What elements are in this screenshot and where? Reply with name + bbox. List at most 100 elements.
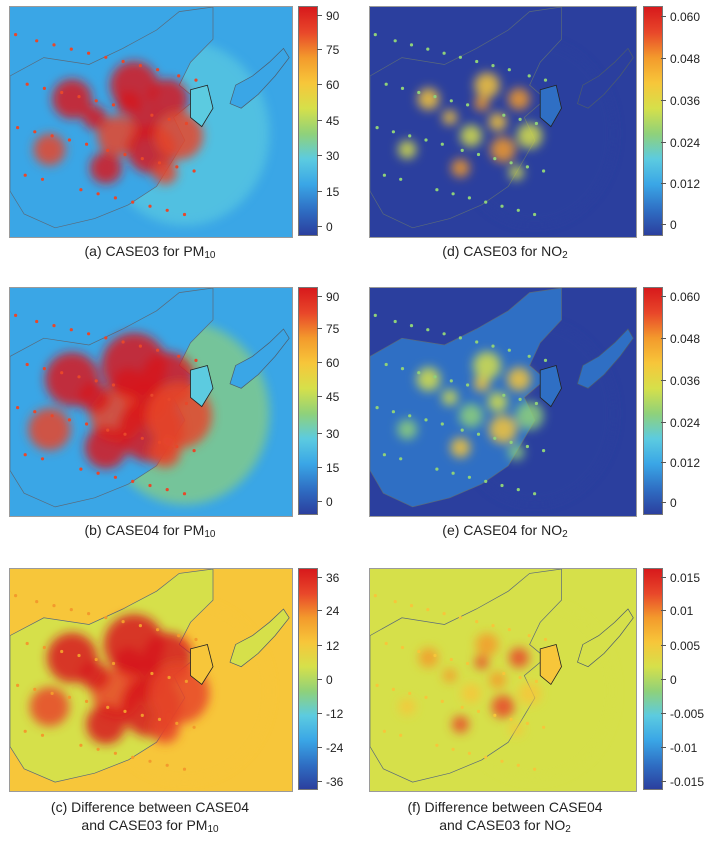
city-dot — [533, 492, 537, 496]
city-dot — [52, 324, 56, 328]
city-dot — [25, 641, 29, 646]
hotspot — [474, 655, 489, 670]
caption-subscript: 10 — [204, 529, 216, 540]
colorbar-tick: 90 — [316, 290, 340, 304]
hotspot — [516, 123, 543, 149]
city-dot — [393, 600, 397, 604]
city-dot — [50, 134, 54, 138]
city-dot — [525, 444, 529, 449]
city-dot — [393, 319, 397, 324]
korea-peninsula — [539, 84, 562, 128]
colorbar-tick: 75 — [316, 43, 340, 57]
city-dot — [35, 600, 39, 604]
colorbar-tick: 0.012 — [660, 456, 701, 470]
city-dot — [534, 121, 538, 126]
colorbar-tick: 45 — [316, 114, 340, 128]
city-dot — [393, 39, 397, 43]
city-dot — [424, 695, 428, 699]
city-dot — [106, 705, 110, 709]
hotspot — [155, 111, 204, 160]
city-dot — [466, 661, 470, 666]
city-dot — [192, 449, 196, 453]
hotspot — [45, 352, 100, 407]
city-dot — [157, 717, 162, 721]
city-dot — [165, 488, 169, 492]
caption-b: (b) CASE04 for PM10 — [40, 521, 260, 544]
hotspot-group — [29, 614, 210, 745]
city-dot — [409, 43, 414, 47]
city-dot — [491, 64, 495, 68]
colorbar-tick: 12 — [316, 639, 340, 653]
hotspot — [418, 647, 439, 668]
caption-subscript: 10 — [207, 824, 219, 835]
colorbar-tick: 24 — [316, 604, 340, 618]
caption-text: (d) CASE03 for NO — [442, 243, 563, 259]
hotspot — [508, 165, 524, 181]
caption-subscript: 2 — [562, 250, 568, 261]
city-dot — [121, 59, 125, 64]
colorbar-tick: 0.024 — [660, 416, 701, 430]
city-dot — [87, 332, 91, 336]
city-dot — [69, 47, 73, 51]
city-dot — [50, 691, 54, 695]
hotspot — [489, 415, 517, 444]
city-dot — [94, 379, 98, 383]
city-dot — [150, 671, 154, 676]
city-dot — [35, 39, 39, 43]
japan-islands — [229, 608, 290, 668]
city-dot — [408, 134, 412, 138]
city-dot — [192, 725, 196, 729]
city-dot — [131, 479, 135, 483]
city-dot — [87, 51, 91, 55]
city-dot — [23, 173, 27, 177]
city-dot — [534, 401, 538, 406]
city-dot — [42, 86, 47, 90]
city-dot — [33, 410, 37, 414]
city-dot — [433, 653, 437, 658]
hotspot — [473, 351, 502, 380]
city-dot — [138, 344, 142, 348]
colorbar-tick: 30 — [316, 427, 340, 441]
korea-peninsula — [190, 365, 214, 408]
city-dot — [25, 82, 29, 86]
city-dot — [111, 661, 116, 666]
city-dot — [382, 729, 386, 733]
city-dot — [60, 649, 64, 654]
city-dot — [399, 177, 403, 181]
hotspot — [147, 79, 188, 119]
city-dot — [409, 604, 414, 608]
city-dot — [104, 55, 108, 59]
map-panel-a — [9, 6, 293, 238]
colorbar-tick: 60 — [316, 78, 340, 92]
city-dot — [507, 628, 511, 632]
caption-f: (f) Difference between CASE04 and CASE03… — [370, 798, 640, 839]
city-dot — [96, 192, 100, 196]
city-dots — [14, 594, 198, 771]
caption-text: (e) CASE04 for NO — [442, 522, 563, 538]
city-dot — [440, 142, 444, 146]
colorbar-tick: 0.036 — [660, 94, 701, 108]
caption-c: (c) Difference between CASE04 and CASE03… — [15, 798, 285, 839]
city-dot — [507, 348, 511, 352]
city-dot — [69, 328, 73, 332]
city-dot — [175, 165, 179, 169]
colorbar-tick: 15 — [316, 185, 340, 199]
city-dot — [373, 313, 377, 317]
hotspot — [82, 105, 107, 130]
hotspot — [52, 79, 93, 119]
city-dot — [460, 705, 464, 709]
city-dot — [85, 699, 89, 703]
city-dot — [123, 709, 127, 713]
hotspot — [442, 109, 458, 125]
city-dot — [417, 90, 421, 95]
hotspot — [89, 152, 122, 184]
caption-subscript: 2 — [562, 529, 568, 540]
city-dot — [375, 406, 379, 410]
city-dot — [408, 691, 412, 695]
hotspot — [508, 647, 529, 668]
city-dot — [165, 763, 169, 767]
city-dot — [121, 340, 125, 344]
city-dot — [69, 608, 73, 612]
hotspot-group — [398, 632, 542, 736]
city-dot — [16, 126, 20, 130]
